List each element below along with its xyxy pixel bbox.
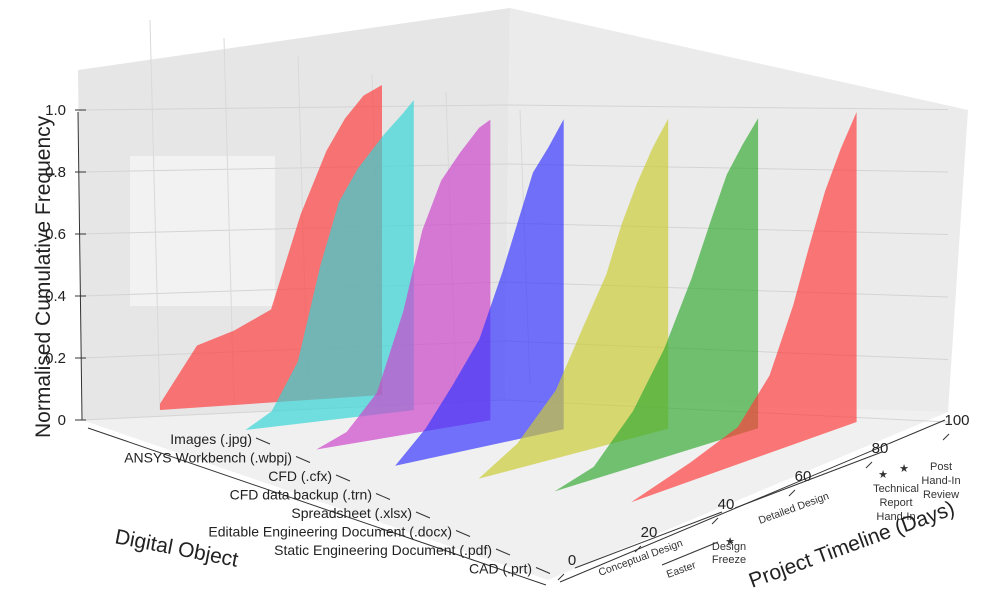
z-tick-label: 0.2 [45,350,66,367]
x-tick-label: 0 [568,552,576,569]
y-tick-label: Editable Engineering Document (.docx) [208,524,452,540]
axes-layer: 0 0.2 0.4 0.6 0.8 1.0 Images (.jpg) ANSYS Workb… [45,102,970,586]
z-tick-label: 0.6 [45,226,66,243]
z-tick-label: 0.8 [45,164,66,181]
x-tick-mark [634,545,642,553]
x-tick-mark [788,489,796,497]
x-tick-mark [557,573,565,581]
y-tick-label: Static Engineering Document (.pdf) [274,542,492,558]
y-tick-label: CFD (.cfx) [268,468,332,484]
z-axis-line [77,111,83,421]
y-axis-line [87,427,547,586]
series-layer [160,85,857,503]
series-area-6 [631,112,857,503]
z-tick-label: 0 [58,412,66,429]
y-tick-mark [495,548,511,556]
event-label-design-freeze: Design [712,541,746,553]
x-tick-label: 20 [641,524,658,541]
x-tick-label: 40 [718,496,735,513]
y-tick-mark [295,456,311,463]
z-tick-label: 0.4 [45,288,66,305]
event-label-review: Review [923,489,959,501]
y-tick-label: CAD (.prt) [469,561,532,577]
gridline-x [149,19,161,411]
event-star-report: ★ [878,469,888,481]
y-tick-mark [535,567,551,574]
y-tick-label: Spreadsheet (.xlsx) [291,505,412,521]
event-label-design-freeze: Freeze [712,554,746,566]
series-area-2 [316,119,491,450]
series-area-3 [395,119,564,466]
y-tick-mark [375,493,391,500]
series-area-1 [245,100,414,430]
y-tick-mark [255,437,271,445]
y-tick-label: ANSYS Workbench (.wbpj) [124,450,292,466]
y-tick-mark [335,474,351,482]
x-tick-label: 100 [944,412,969,429]
event-label-report: Hand-In [876,511,915,523]
y-tick-mark [415,511,431,519]
x-tick-mark [942,433,950,441]
phase-bracket-easter [661,541,719,566]
y-tick-label: CFD data backup (.trn) [230,487,372,503]
x-tick-mark [711,517,719,525]
gridline-z-left [81,163,506,173]
gridline-z-right [504,104,949,110]
gridline-z-right [504,163,949,173]
phase-bracket-conceptual [574,511,723,569]
event-label-report: Technical [873,483,919,495]
x-tick-mark [865,461,873,469]
event-label-report: Report [879,497,912,509]
series-area-4 [478,118,669,479]
y-tick-label: Images (.jpg) [170,431,252,447]
event-star-review: ★ [899,463,909,475]
event-label-review: Post [930,461,952,473]
event-star-design-freeze: ★ [725,536,735,548]
y-tick-mark [455,530,471,537]
z-tick-label: 1.0 [45,102,66,119]
z-axis-title: Normalised Cumulative Frequency [32,115,55,438]
phase-bracket-detailed [734,451,883,509]
series-area-5 [554,118,759,492]
x-tick-label: 80 [872,440,889,457]
event-label-review: Hand-In [921,475,960,487]
